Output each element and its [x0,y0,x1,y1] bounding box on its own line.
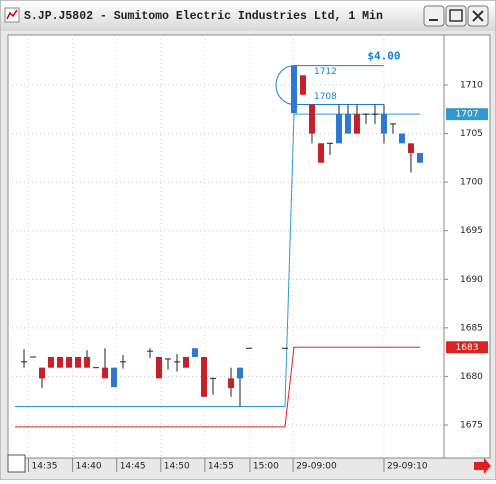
candle-body [407,143,414,154]
candle-body [344,114,351,134]
close-button[interactable] [467,5,489,27]
measure-to-label: 1708 [314,92,337,102]
measure-bracket [275,65,294,105]
x-tick-label: 14:40 [76,462,102,472]
x-tick-label: 15:00 [253,462,279,472]
window-title: S.JP.J5802 - Sumitomo Electric Industrie… [24,10,383,23]
x-tick-label: 29-09:10 [387,462,428,472]
candle-body [66,356,73,368]
candle-body [353,114,360,134]
candle-body [398,133,405,144]
candle-body [227,378,234,389]
candle-body [317,143,324,163]
y-tick-label: 1705 [460,129,483,139]
plot: 1675 1680 1685 1690 1695 1700 1705 1710 14:35 14:… [8,35,488,472]
price-level-line [15,346,420,428]
candle-body [102,367,109,379]
x-tick-label: 14:55 [208,462,234,472]
y-tick-label: 1695 [460,226,483,236]
candle-body [39,367,46,379]
candle-body [191,348,198,357]
app-icon [4,7,20,23]
candle-body [200,356,207,397]
measure-from-label: 1712 [314,67,337,77]
minimize-button[interactable] [423,5,445,27]
candle-body [380,114,387,134]
candle-body [299,75,306,95]
x-tick-label: 14:45 [120,462,146,472]
candle-body [75,356,82,368]
candle-body [308,104,315,134]
y-tick-label: 1685 [460,323,483,333]
title-bar [1,1,495,31]
candle-body [236,367,243,379]
measure-label: $4.00 [367,50,400,63]
x-tick-label: 14:50 [164,462,190,472]
x-tick-label: 29-09:00 [296,462,337,472]
corner-box[interactable] [7,454,26,473]
candle-body [111,367,118,388]
y-tick-label: 1710 [460,81,483,91]
candle-body [48,356,55,368]
candle-body [290,65,297,114]
chart-panel [7,34,491,459]
y-tick-label: 1680 [460,372,483,382]
scroll-right-arrow[interactable] [474,458,491,474]
candle-body [156,356,163,379]
price-tag [446,341,488,354]
price-tag-label: 1683 [456,343,479,353]
candle-body [182,356,189,368]
maximize-button[interactable] [445,5,467,27]
price-tag [446,108,488,121]
candle-body [57,356,64,368]
price-tag-label: 1707 [456,110,479,120]
x-tick-label: 14:35 [32,462,58,472]
candle-body [84,356,91,368]
candle-body [335,114,342,144]
y-tick-label: 1690 [460,275,483,285]
candle-body [416,153,423,163]
y-tick-label: 1675 [460,420,483,430]
y-tick-label: 1700 [460,178,483,188]
